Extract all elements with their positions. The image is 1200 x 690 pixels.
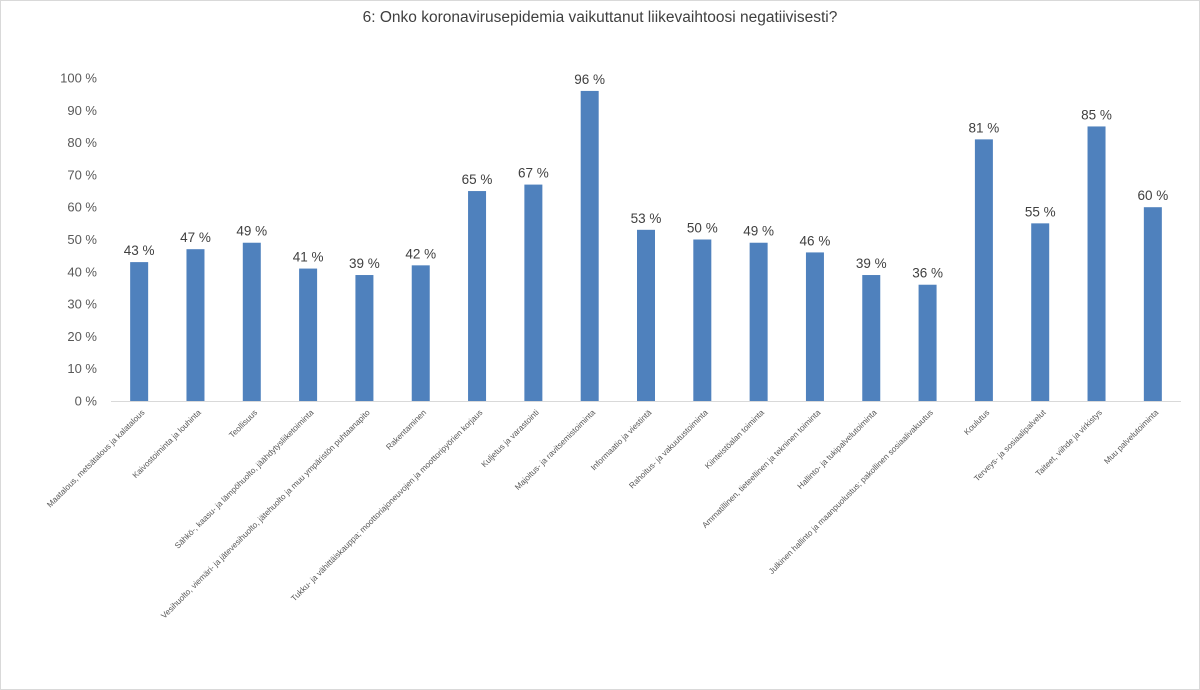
bar — [524, 184, 543, 401]
data-label: 36 % — [912, 266, 943, 281]
bar — [580, 90, 599, 402]
data-label: 60 % — [1137, 188, 1168, 203]
data-label: 47 % — [180, 230, 211, 245]
x-tick-label: Ammatillinen, tieteellinen ja tekninen t… — [700, 408, 822, 530]
bar — [242, 242, 261, 401]
y-tick-label: 100 % — [60, 71, 97, 86]
y-tick-label: 90 % — [67, 103, 97, 118]
bar — [1087, 126, 1106, 401]
data-label: 46 % — [800, 233, 831, 248]
data-label: 67 % — [518, 166, 549, 181]
data-label: 81 % — [969, 120, 1000, 135]
x-tick-label: Maatalous, metsätalous ja kalatalous — [45, 408, 146, 509]
bar — [186, 249, 205, 401]
chart-title: 6: Onko koronavirusepidemia vaikuttanut … — [362, 9, 838, 26]
data-label: 53 % — [631, 211, 662, 226]
x-tick-label: Taiteet, viihde ja virkistys — [1034, 408, 1104, 478]
data-label: 49 % — [743, 224, 774, 239]
data-label: 65 % — [462, 172, 493, 187]
bar — [862, 275, 881, 401]
bar — [1143, 207, 1162, 401]
bar — [468, 191, 487, 401]
bar — [355, 275, 374, 401]
bar — [805, 252, 824, 401]
bar — [130, 262, 149, 401]
bar — [299, 268, 318, 401]
data-label: 85 % — [1081, 107, 1112, 122]
x-tick-label: Vesihuolto, viemäri- ja jätevesihuolto, … — [159, 408, 372, 621]
x-tick-label: Kuljetus ja varastointi — [480, 408, 541, 469]
data-label: 55 % — [1025, 204, 1056, 219]
bar — [693, 239, 712, 401]
bar — [1031, 223, 1050, 401]
y-tick-label: 50 % — [67, 232, 97, 247]
y-tick-label: 80 % — [67, 135, 97, 150]
data-label: 41 % — [293, 250, 324, 265]
x-tick-label: Informaatio ja viestintä — [589, 408, 654, 473]
data-label: 39 % — [856, 256, 887, 271]
y-tick-label: 10 % — [67, 361, 97, 376]
data-label: 49 % — [236, 224, 267, 239]
x-tick-label: Kiinteistöalan toiminta — [703, 408, 766, 471]
data-label: 39 % — [349, 256, 380, 271]
y-tick-label: 60 % — [67, 200, 97, 215]
bar — [749, 242, 768, 401]
data-label: 96 % — [574, 72, 605, 87]
x-tick-label: Koulutus — [962, 408, 991, 437]
bar — [637, 229, 655, 401]
x-tick-label: Muu palvelutoiminta — [1102, 408, 1160, 466]
y-tick-label: 30 % — [67, 297, 97, 312]
x-tick-label: Rakentaminen — [384, 408, 428, 452]
data-label: 43 % — [124, 243, 155, 258]
x-tick-label: Teollisuus — [227, 408, 259, 440]
data-label: 42 % — [405, 246, 436, 261]
data-label: 50 % — [687, 221, 718, 236]
y-tick-label: 0 % — [75, 394, 98, 409]
y-tick-label: 70 % — [67, 167, 97, 182]
bar — [974, 139, 993, 401]
bar — [918, 284, 937, 401]
bar — [411, 265, 430, 401]
x-tick-label: Tukku- ja vähittäiskauppa; moottoriajone… — [289, 408, 484, 603]
y-tick-label: 40 % — [67, 264, 97, 279]
y-tick-label: 20 % — [67, 329, 97, 344]
